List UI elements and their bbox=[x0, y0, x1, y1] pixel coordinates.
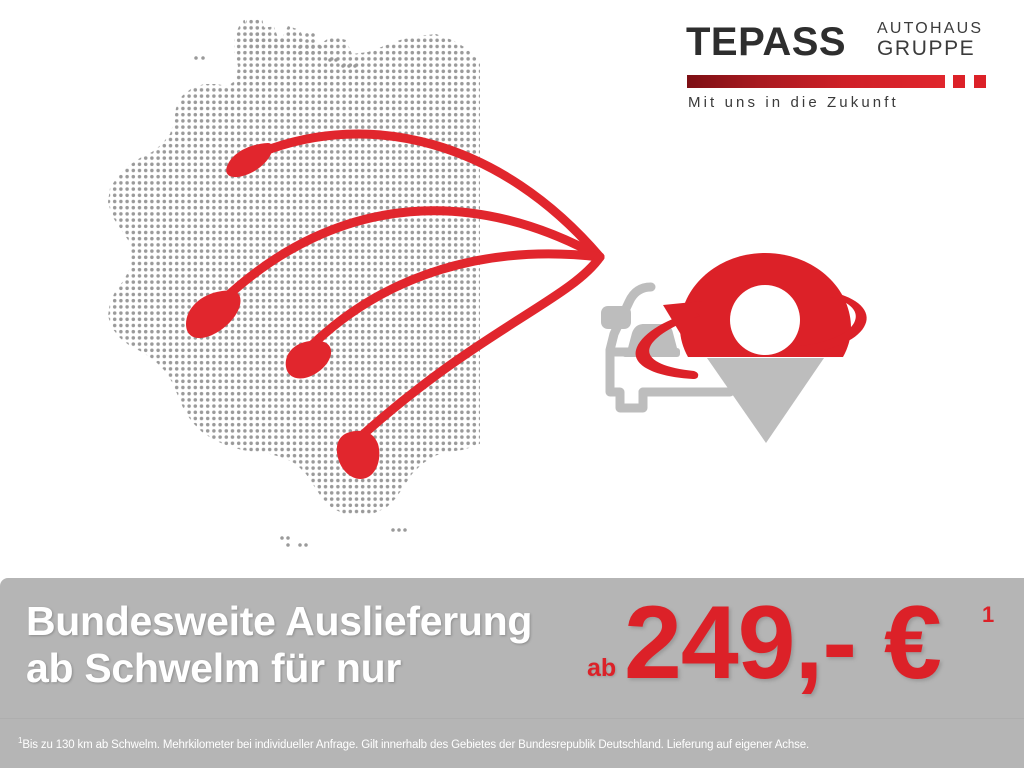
logo-tagline: Mit uns in die Zukunft bbox=[688, 94, 899, 111]
headline: Bundesweite Auslieferung ab Schwelm für … bbox=[26, 598, 626, 692]
price-block: ab 249,- € 1 bbox=[586, 588, 1018, 708]
car-mirror bbox=[601, 306, 631, 329]
delivery-graphic bbox=[108, 18, 867, 547]
headline-line-1: Bundesweite Auslieferung bbox=[26, 598, 533, 644]
logo-red-bar bbox=[687, 75, 945, 88]
logo-wordmark: TEPASS bbox=[686, 20, 847, 64]
arrowhead-3 bbox=[285, 340, 332, 379]
graphic-svg bbox=[108, 18, 867, 547]
logo-subtitle-gruppe: GRUPPE bbox=[877, 37, 976, 60]
logo-red-square-1 bbox=[953, 75, 965, 88]
logo-red-square-2 bbox=[974, 75, 986, 88]
germany-dot-map bbox=[108, 18, 480, 547]
footnote-text: Bis zu 130 km ab Schwelm. Mehrkilometer … bbox=[22, 738, 809, 751]
orbit-arrowhead bbox=[663, 301, 703, 338]
price-value: 249,- € bbox=[624, 585, 942, 701]
arrowhead-2 bbox=[186, 290, 241, 339]
price-footnote-marker: 1 bbox=[982, 602, 995, 627]
pin-orbit-arrow bbox=[635, 293, 867, 379]
logo-top-row: TEPASS AUTOHAUS GRUPPE bbox=[686, 18, 996, 70]
tepass-logo: TEPASS AUTOHAUS GRUPPE Mit uns in die Zu… bbox=[686, 18, 996, 118]
banner-divider bbox=[0, 718, 1024, 719]
arrowhead-4 bbox=[336, 430, 380, 479]
pin-bottom-triangle bbox=[707, 358, 824, 443]
logo-subtitle-autohaus: AUTOHAUS bbox=[877, 20, 984, 37]
logo-subtitle: AUTOHAUS GRUPPE bbox=[877, 20, 997, 60]
pin-hole bbox=[730, 285, 800, 355]
arrowhead-1 bbox=[226, 143, 273, 178]
footnote-marker: 1 bbox=[18, 736, 23, 745]
map-detached-dots bbox=[194, 33, 407, 547]
delivery-arrow-4 bbox=[352, 252, 605, 445]
banner-content: Bundesweite Auslieferung ab Schwelm für … bbox=[0, 578, 1024, 718]
offer-banner: Bundesweite Auslieferung ab Schwelm für … bbox=[0, 578, 1024, 768]
delivery-arrow-2 bbox=[215, 206, 605, 308]
delivery-arrowheads bbox=[186, 143, 380, 479]
footnote: 1Bis zu 130 km ab Schwelm. Mehrkilometer… bbox=[18, 734, 1018, 752]
delivery-arrow-3 bbox=[302, 249, 605, 355]
location-pin-icon bbox=[680, 253, 851, 443]
delivery-arrows bbox=[215, 129, 605, 445]
delivery-arrow-1 bbox=[257, 129, 605, 262]
headline-line-2: ab Schwelm für nur bbox=[26, 645, 402, 691]
price-prefix: ab bbox=[587, 654, 617, 682]
